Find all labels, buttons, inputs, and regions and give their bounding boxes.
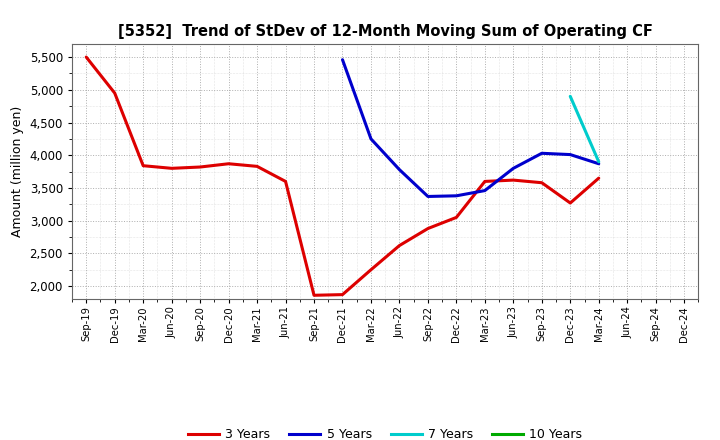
Title: [5352]  Trend of StDev of 12-Month Moving Sum of Operating CF: [5352] Trend of StDev of 12-Month Moving… [118,24,652,39]
Legend: 3 Years, 5 Years, 7 Years, 10 Years: 3 Years, 5 Years, 7 Years, 10 Years [183,423,588,440]
Y-axis label: Amount (million yen): Amount (million yen) [11,106,24,237]
